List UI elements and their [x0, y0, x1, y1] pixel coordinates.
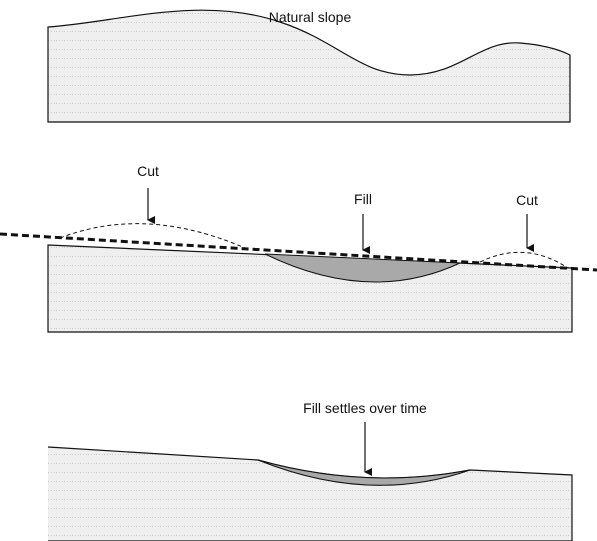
panel-title: Natural slope	[269, 9, 352, 25]
cut-label: Cut	[516, 192, 538, 208]
natural-ground	[48, 10, 570, 122]
panel-title: Fill settles over time	[303, 400, 427, 416]
settled-ground	[48, 447, 572, 541]
diagram: Natural slope Cut Fill Cut Fill settles …	[0, 0, 597, 541]
original-surface-left	[60, 224, 245, 248]
cut-label: Cut	[137, 163, 159, 179]
fill-label: Fill	[354, 191, 372, 207]
